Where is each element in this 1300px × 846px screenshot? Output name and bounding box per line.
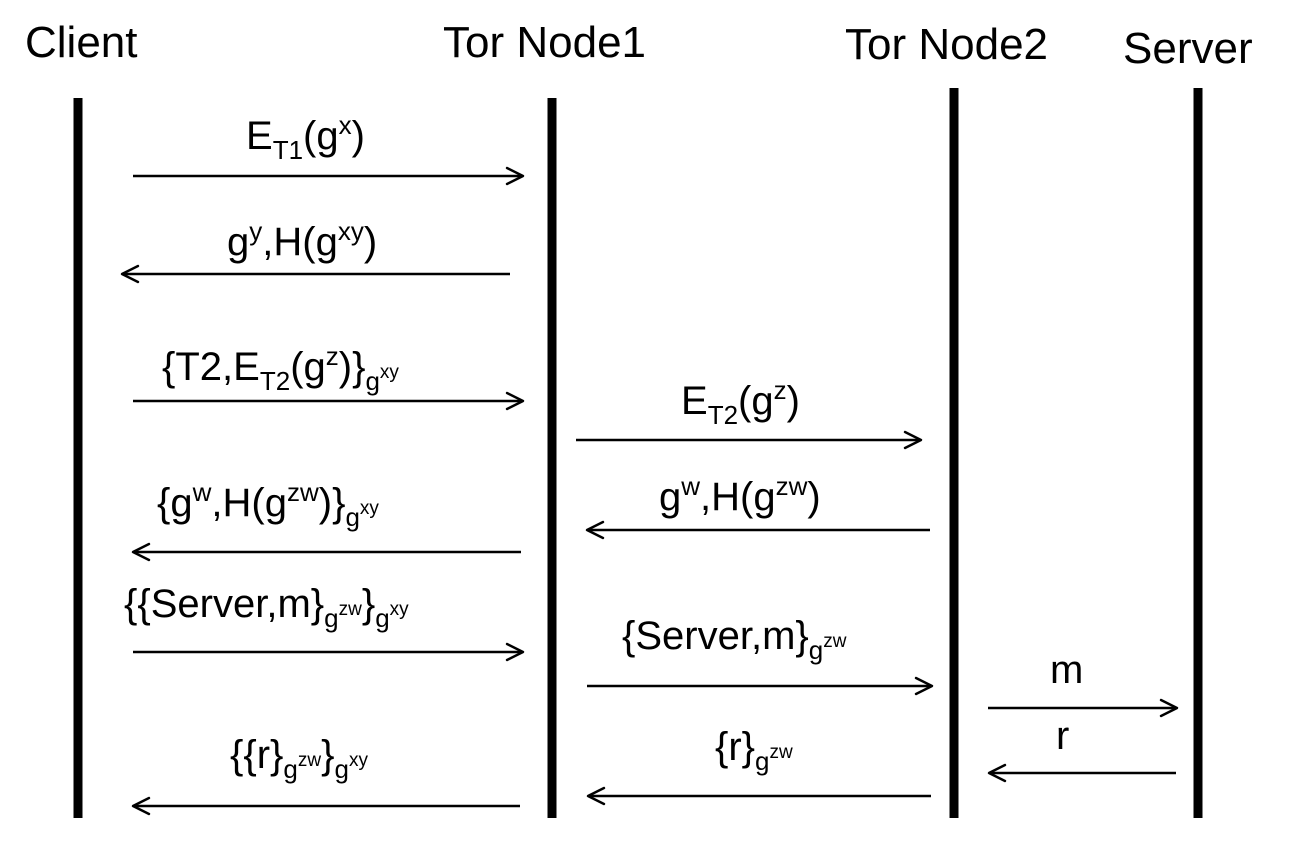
message-label-m5: gw,H(gzw) — [659, 471, 821, 519]
message-label-m8: {Server,m}gzw — [622, 614, 847, 665]
message-label-m6: {gw,H(gzw)}gxy — [157, 477, 379, 532]
message-label-m7: {{Server,m}gzw}gxy — [124, 582, 409, 633]
message-label-m1: ET1(gx) — [246, 110, 365, 165]
message-label-m9: m — [1050, 648, 1083, 692]
message-label-m11: {r}gzw — [715, 725, 793, 776]
message-label-m10: r — [1056, 714, 1069, 758]
actor-label-client: Client — [25, 18, 138, 67]
message-label-m4: ET2(gz) — [681, 375, 800, 430]
actor-label-server: Server — [1123, 24, 1253, 73]
message-label-m3: {T2,ET2(gz)}gxy — [162, 341, 399, 396]
message-label-m2: gy,H(gxy) — [227, 216, 377, 264]
actor-label-tor-node2: Tor Node2 — [845, 20, 1048, 69]
message-label-m12: {{r}gzw}gxy — [230, 733, 368, 784]
actor-label-tor-node1: Tor Node1 — [443, 18, 646, 67]
